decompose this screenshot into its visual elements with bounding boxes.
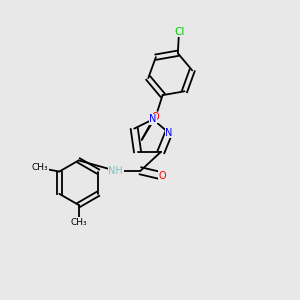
Text: NH: NH [108, 166, 123, 176]
Text: CH₃: CH₃ [70, 218, 87, 227]
Text: N: N [165, 128, 172, 138]
Text: N: N [149, 114, 157, 124]
Text: O: O [151, 112, 159, 122]
Text: Cl: Cl [174, 27, 184, 37]
Text: CH₃: CH₃ [32, 164, 48, 172]
Text: O: O [158, 171, 166, 181]
